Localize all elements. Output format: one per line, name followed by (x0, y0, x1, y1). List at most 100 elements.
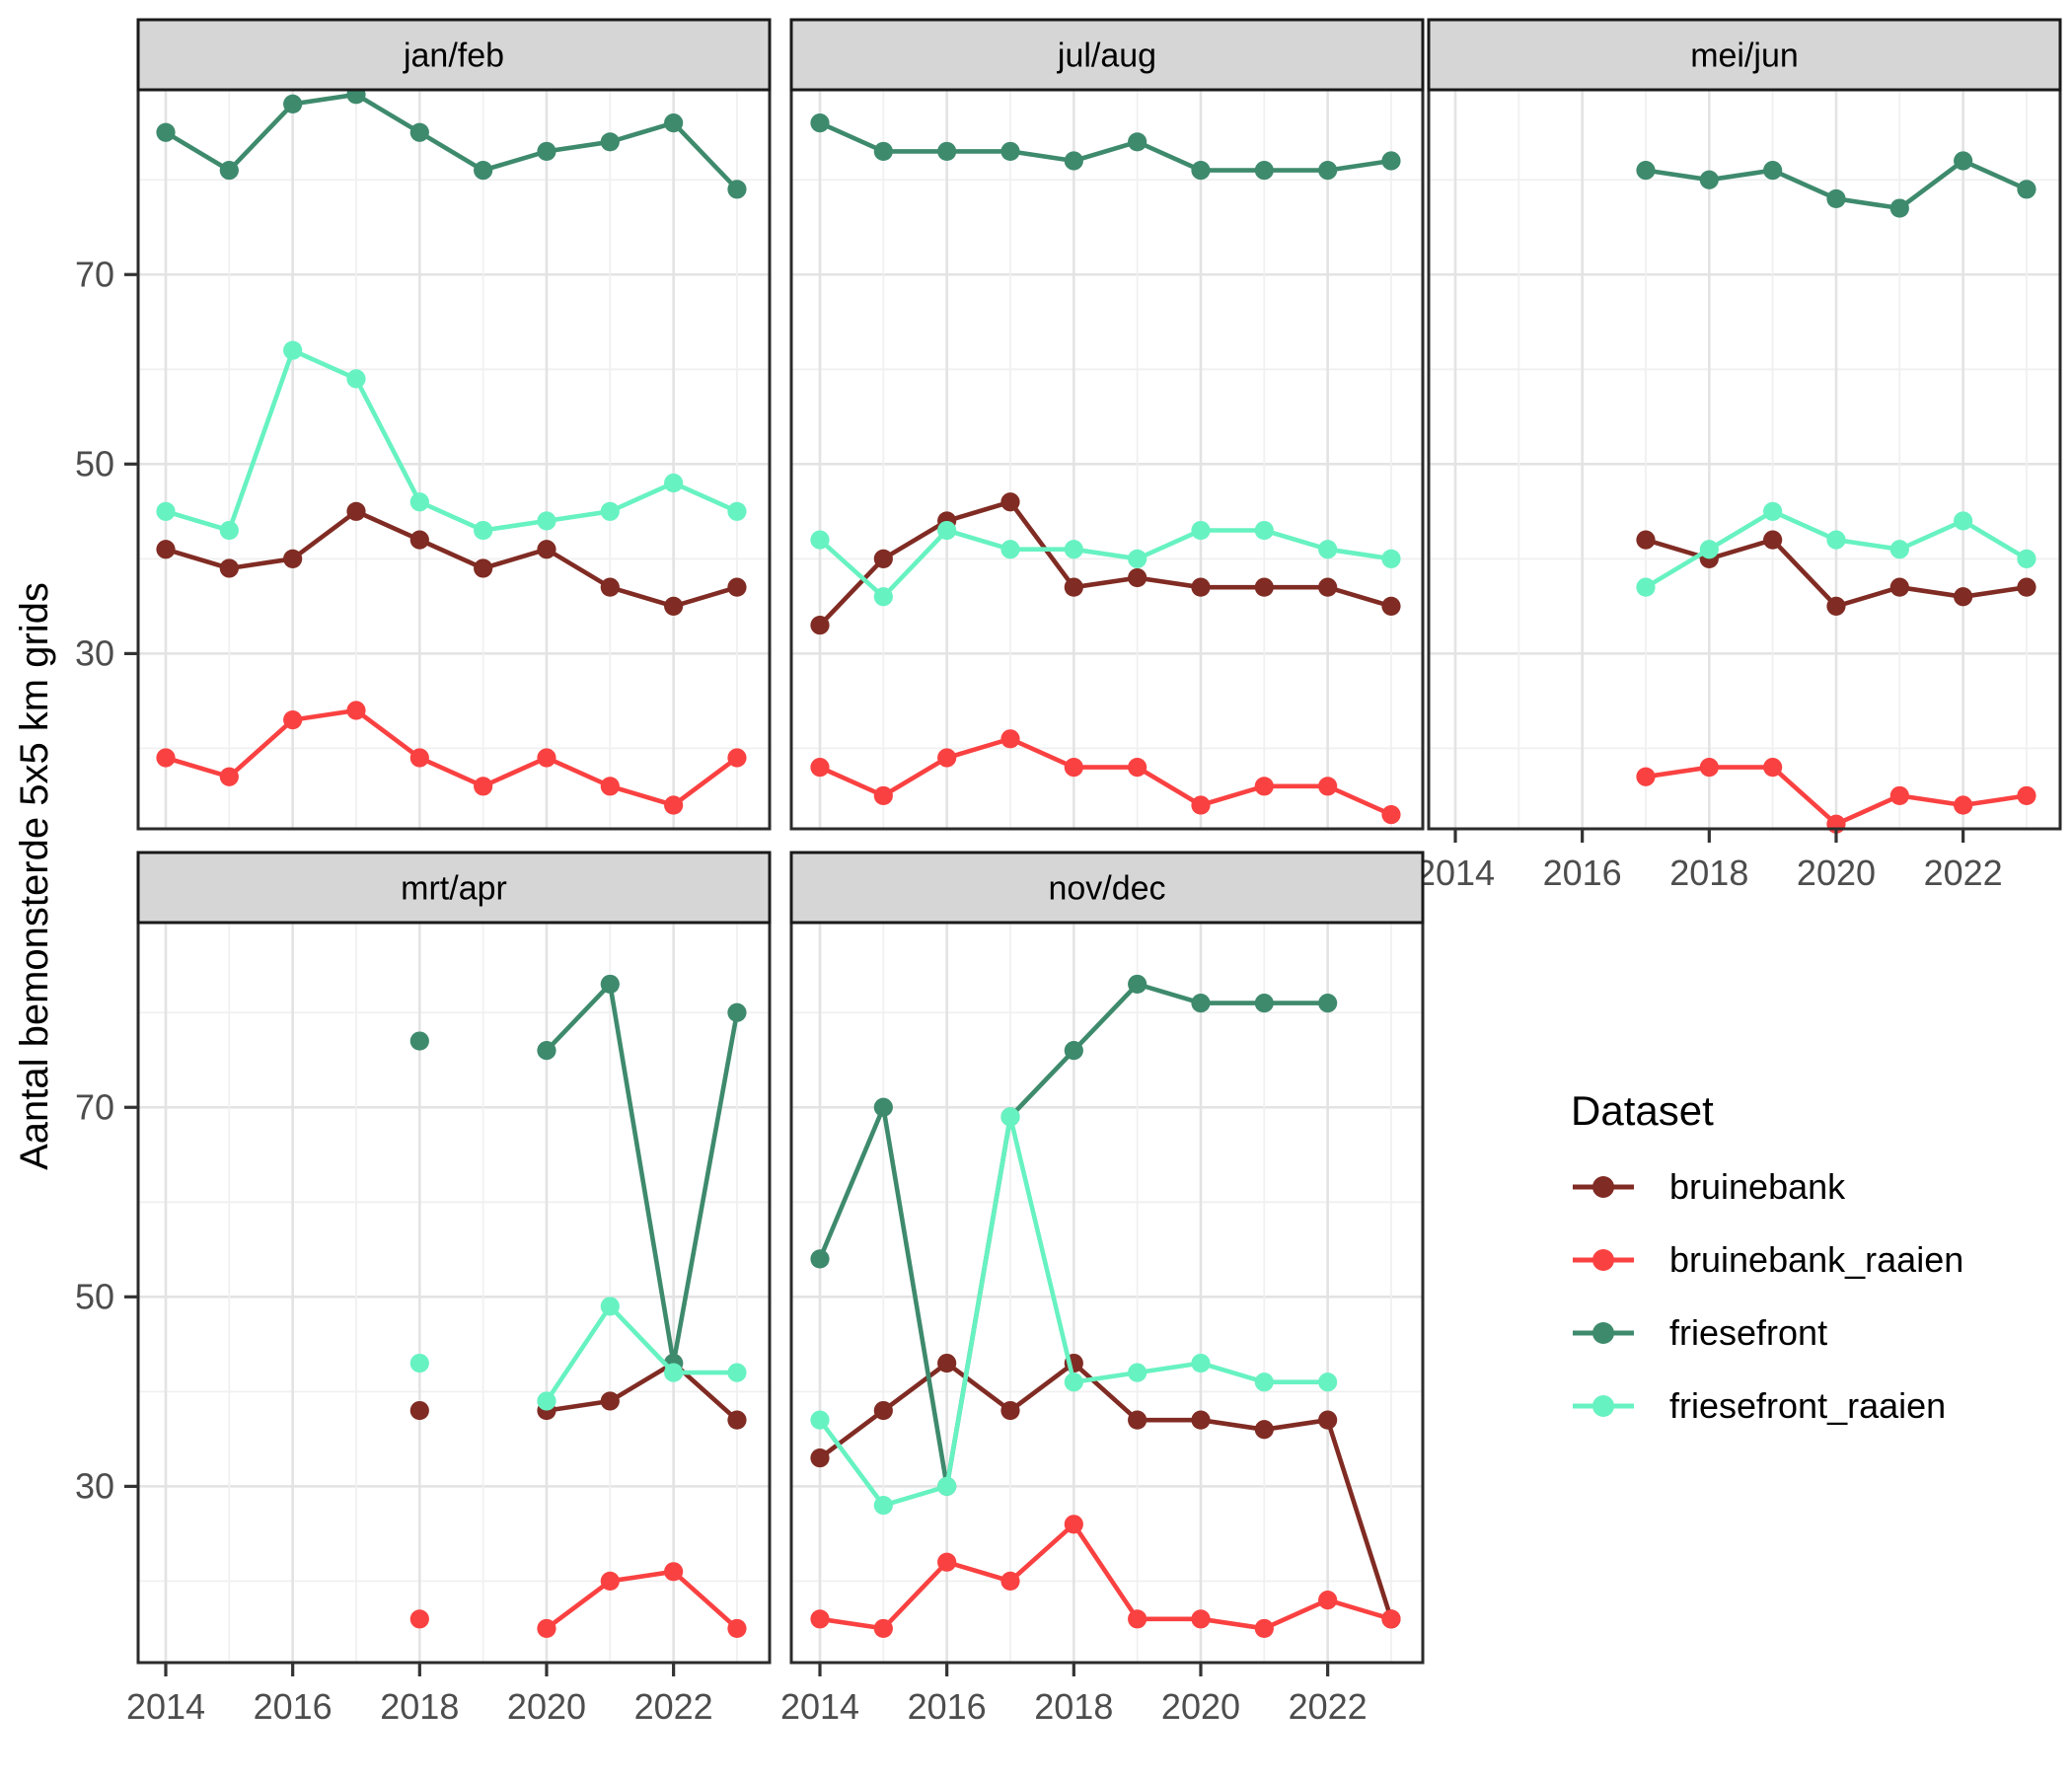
data-point-bruinebank-2016 (937, 1353, 957, 1373)
panel-jul-aug: jul/aug (789, 18, 1425, 831)
y-tick-label: 30 (75, 1465, 114, 1506)
data-point-friesefront-2022 (1318, 161, 1338, 181)
data-point-friesefront-2022 (1954, 151, 1973, 171)
legend-item-bruinebank-raaien: bruinebank_raaien (1573, 1239, 1963, 1280)
series-friesefront-raaien (810, 520, 1401, 607)
series-friesefront-raaien (409, 1297, 747, 1411)
data-point-friesefront-2020 (1191, 994, 1211, 1013)
data-point-bruinebank-raaien-2016 (937, 1552, 957, 1572)
series-bruinebank (810, 1353, 1401, 1629)
data-point-bruinebank-2019 (1763, 530, 1783, 550)
data-point-friesefront-raaien-2023 (727, 501, 747, 521)
facet-strip (136, 18, 772, 92)
data-point-bruinebank-raaien-2020 (1191, 1609, 1211, 1629)
x-tick-label: 2020 (1797, 853, 1876, 893)
panel-mei-jun: mei/jun 2014 2016 2018 2020 2022 (1416, 18, 2062, 893)
data-point-friesefront-2023 (2017, 180, 2036, 199)
data-point-friesefront-raaien-2019 (1128, 549, 1147, 568)
legend-key-point (1592, 1176, 1614, 1198)
data-point-friesefront-raaien-2014 (810, 1410, 830, 1430)
legend-title: Dataset (1571, 1087, 1714, 1134)
y-tick-label: 50 (75, 443, 114, 483)
data-point-friesefront-raaien-2021 (1889, 540, 1909, 559)
legend-key-point (1592, 1322, 1614, 1344)
data-point-friesefront-2023 (1381, 151, 1401, 171)
data-point-bruinebank-raaien-2021 (1254, 777, 1274, 796)
data-point-friesefront-raaien-2022 (1318, 540, 1338, 559)
series-line-bruinebank (546, 1361, 739, 1422)
data-point-bruinebank-2020 (1191, 1410, 1211, 1430)
series-line-bruinebank-raaien (819, 736, 1392, 817)
panel-background (791, 923, 1423, 1663)
data-point-bruinebank-2015 (873, 1400, 893, 1421)
x-tick-label: 2016 (1543, 853, 1622, 893)
data-point-bruinebank-2018 (409, 1400, 429, 1421)
y-tick-label: 50 (75, 1276, 114, 1316)
data-point-friesefront-raaien-2017 (1000, 1107, 1020, 1127)
data-point-bruinebank-raaien-2018 (409, 748, 429, 768)
data-point-bruinebank-raaien-2022 (664, 795, 684, 815)
series-line-bruinebank-raaien (819, 1521, 1392, 1631)
data-point-friesefront-2015 (873, 1097, 893, 1117)
data-point-bruinebank-raaien-2016 (937, 748, 957, 768)
legend-key-point (1592, 1395, 1614, 1417)
series-friesefront (409, 974, 747, 1373)
legend-item-label: bruinebank (1669, 1166, 1846, 1207)
data-point-friesefront-raaien-2018 (409, 492, 429, 512)
data-point-bruinebank-raaien-2014 (156, 748, 176, 768)
panel-background (138, 923, 770, 1663)
x-tick-label: 2018 (1669, 853, 1748, 893)
data-point-friesefront-2020 (1826, 188, 1846, 209)
facet-strip-label: mrt/apr (401, 870, 507, 908)
data-point-bruinebank-2018 (409, 530, 429, 550)
legend-item-label: friesefront_raaien (1669, 1385, 1946, 1426)
data-point-friesefront-2017 (1000, 141, 1020, 162)
series-friesefront-raaien (156, 340, 747, 541)
data-point-friesefront-raaien-2022 (664, 1363, 684, 1382)
data-point-bruinebank-raaien-2021 (600, 777, 620, 796)
y-tick-label: 70 (75, 254, 114, 294)
data-point-bruinebank-2022 (1954, 587, 1973, 607)
data-point-friesefront-raaien-2018 (1064, 1373, 1083, 1392)
data-point-friesefront-2019 (1763, 161, 1783, 181)
data-point-friesefront-2021 (1254, 994, 1274, 1013)
data-point-friesefront-raaien-2019 (1128, 1363, 1147, 1382)
legend-item-label: bruinebank_raaien (1669, 1239, 1963, 1280)
data-point-bruinebank-raaien-2018 (1064, 758, 1083, 778)
data-point-friesefront-raaien-2021 (1254, 1373, 1274, 1392)
data-point-friesefront-raaien-2021 (1254, 520, 1274, 541)
data-point-bruinebank-2014 (810, 615, 830, 635)
data-point-friesefront-2019 (474, 161, 493, 181)
x-tick-label: 2022 (634, 1686, 713, 1727)
x-tick-label: 2022 (1289, 1686, 1368, 1727)
series-line-friesefront-raaien (545, 1303, 737, 1403)
series-friesefront (1636, 151, 2036, 218)
data-point-friesefront-2022 (1318, 994, 1338, 1013)
data-point-friesefront-raaien-2020 (1826, 530, 1846, 550)
data-point-bruinebank-raaien-2017 (346, 701, 366, 720)
series-line-bruinebank (165, 509, 738, 609)
data-point-friesefront-raaien-2021 (600, 501, 620, 521)
series-bruinebank (156, 501, 747, 616)
x-tick-label: 2014 (1416, 853, 1495, 893)
data-point-friesefront-raaien-2022 (664, 473, 684, 493)
data-point-friesefront-2017 (1636, 161, 1656, 181)
facet-strip-label: jul/aug (1057, 37, 1156, 75)
data-point-bruinebank-raaien-2017 (1000, 1571, 1020, 1592)
y-axis-title: Aantal bemonsterde 5x5 km grids (13, 582, 56, 1170)
data-point-friesefront-raaien-2015 (873, 1495, 893, 1516)
data-point-bruinebank-2020 (537, 540, 556, 559)
facet-strip-label: mei/jun (1690, 37, 1799, 75)
data-point-bruinebank-raaien-2023 (727, 1618, 747, 1639)
data-point-bruinebank-raaien-2015 (873, 1618, 893, 1639)
x-tick-label: 2014 (126, 1686, 205, 1727)
data-point-bruinebank-2021 (1889, 577, 1909, 597)
data-point-bruinebank-raaien-2014 (810, 758, 830, 778)
data-point-bruinebank-2021 (1254, 577, 1274, 597)
series-bruinebank-raaien (810, 729, 1401, 825)
data-point-bruinebank-2020 (1191, 577, 1211, 597)
data-point-bruinebank-raaien-2020 (1191, 795, 1211, 815)
data-point-friesefront-2023 (727, 1002, 747, 1022)
data-point-friesefront-2021 (1254, 161, 1274, 181)
